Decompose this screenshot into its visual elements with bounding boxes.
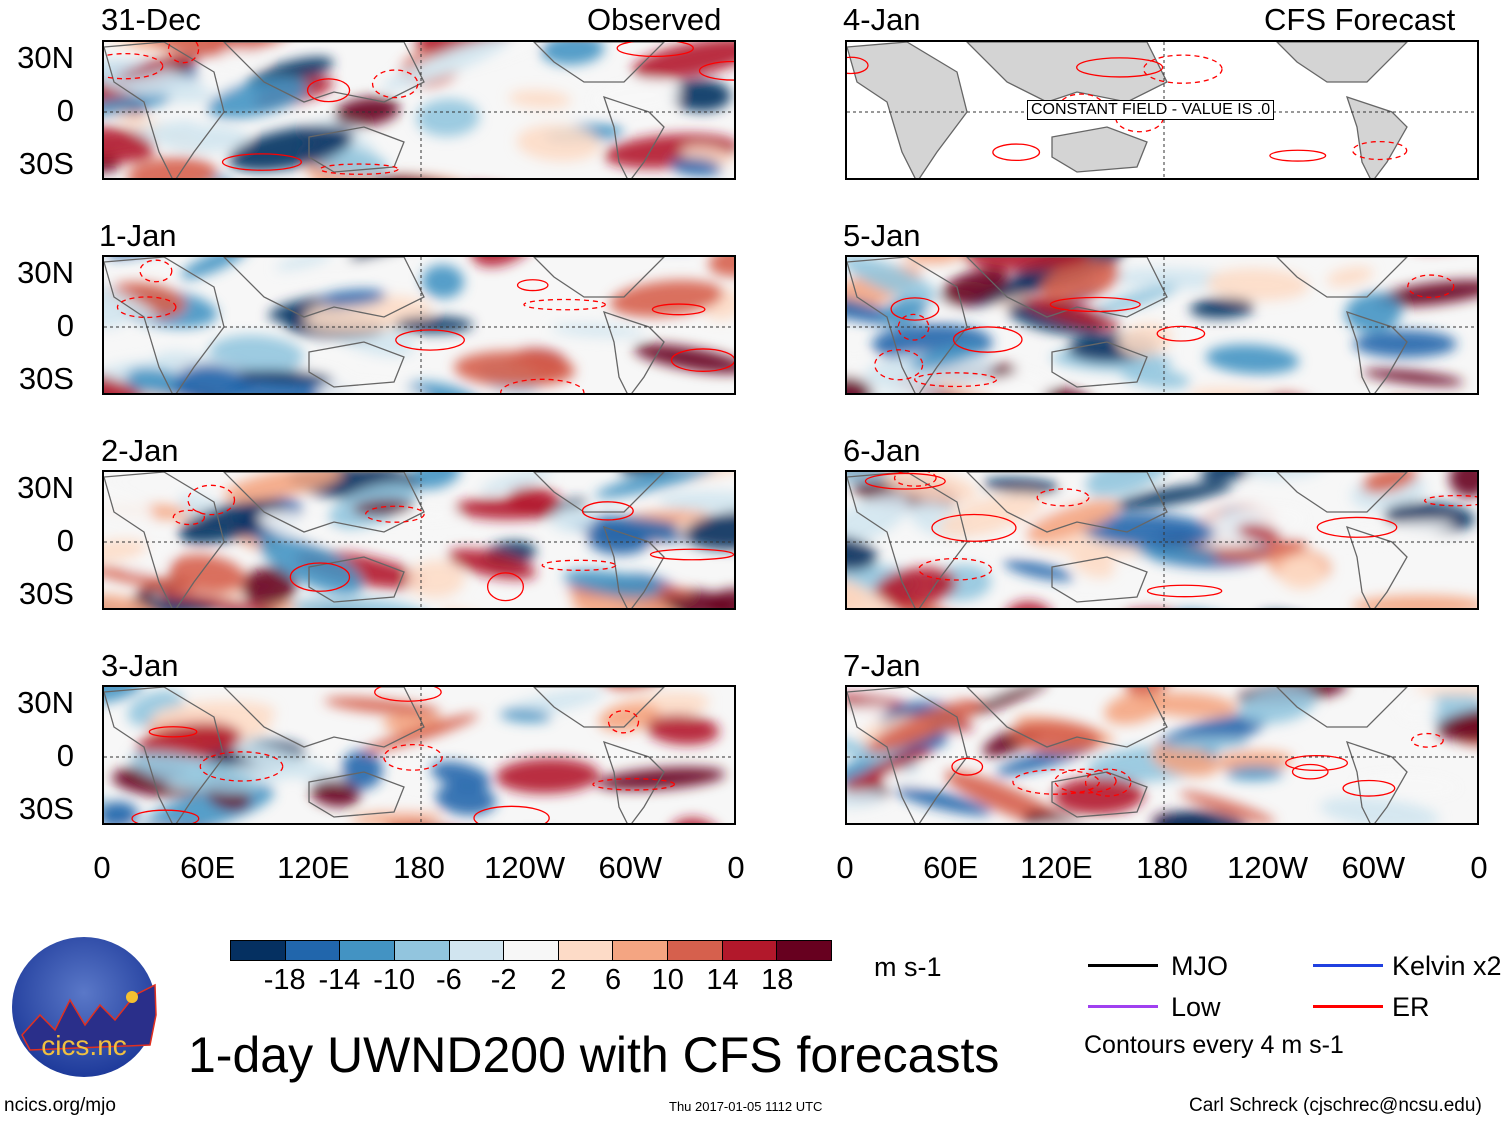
lat-label: 0 — [56, 523, 74, 558]
lon-label: 0 — [727, 850, 745, 885]
figure-title: 1-day UWND200 with CFS forecasts — [188, 1027, 1000, 1083]
colorbar-tick-label: -18 — [263, 964, 306, 996]
lon-label: 180 — [393, 850, 445, 885]
colorbar-swatch — [394, 941, 450, 960]
lat-label: 30S — [18, 361, 74, 396]
colorbar-tick-label: 18 — [761, 964, 794, 996]
footer-author: Carl Schreck (cjschrec@ncsu.edu) — [1189, 1095, 1482, 1116]
lon-label: 60W — [598, 850, 663, 885]
lon-label: 0 — [836, 850, 854, 885]
map-panel — [102, 470, 736, 610]
panel-date-label: 1-Jan — [99, 218, 177, 253]
legend-line-er — [1313, 1005, 1383, 1008]
panel-date-label: 2-Jan — [101, 433, 179, 468]
lat-label: 30N — [17, 470, 74, 505]
observed-label: Observed — [587, 2, 722, 37]
colorbar-tick-label: 14 — [706, 964, 739, 996]
colorbar-swatch — [613, 941, 669, 960]
colorbar-tick-label: 2 — [550, 964, 567, 996]
legend-label-er: ER — [1392, 992, 1430, 1022]
lon-label: 60E — [923, 850, 979, 885]
logo-text: cics.nc — [41, 1030, 127, 1061]
lat-label: 0 — [56, 308, 74, 343]
lon-label: 60W — [1341, 850, 1406, 885]
colorbar-tick-label: -14 — [318, 964, 361, 996]
panel-date-label: 5-Jan — [843, 218, 921, 253]
lon-label: 0 — [1470, 850, 1488, 885]
lon-label: 120E — [1020, 850, 1093, 885]
legend-line-low — [1088, 1005, 1158, 1008]
lat-label: 30N — [17, 255, 74, 290]
colorbar — [230, 940, 832, 961]
lat-label: 30S — [18, 576, 74, 611]
colorbar-swatch — [504, 941, 559, 960]
colorbar-swatch — [285, 941, 341, 960]
panel-date-label: 4-Jan — [843, 2, 921, 37]
map-panel — [102, 685, 736, 825]
colorbar-swatch — [449, 941, 505, 960]
lat-label: 0 — [56, 738, 74, 773]
lat-label: 30S — [18, 791, 74, 826]
colorbar-tick-label: -6 — [436, 964, 462, 996]
colorbar-swatch — [558, 941, 614, 960]
colorbar-tick-label: 10 — [651, 964, 684, 996]
colorbar-swatch — [231, 941, 286, 960]
legend-label-low: Low — [1171, 992, 1221, 1022]
panel-date-label: 3-Jan — [101, 648, 179, 683]
map-panel — [845, 255, 1479, 395]
lat-label: 30N — [17, 685, 74, 720]
colorbar-tick-label: -2 — [490, 964, 517, 996]
legend-label-kelvin: Kelvin x2 — [1392, 951, 1502, 981]
colorbar-swatch — [668, 941, 723, 960]
footer-timestamp: Thu 2017-01-05 1112 UTC — [669, 1099, 823, 1114]
lat-label: 30S — [18, 146, 74, 181]
lon-label: 120W — [484, 850, 566, 885]
colorbar-tick-label: 6 — [605, 964, 622, 996]
lon-label: 60E — [180, 850, 236, 885]
lon-label: 0 — [93, 850, 111, 885]
cics-logo: cics.nc — [12, 937, 157, 1077]
colorbar-tick-label: -10 — [373, 964, 416, 996]
map-panel — [102, 255, 736, 395]
lat-label: 30N — [17, 40, 74, 75]
colorbar-swatch — [777, 941, 832, 960]
lon-label: 120W — [1227, 850, 1309, 885]
lon-label: 120E — [277, 850, 350, 885]
map-panel — [102, 40, 736, 180]
legend-line-kelvin — [1313, 964, 1383, 967]
colorbar-swatch — [722, 941, 778, 960]
constant-field-note: CONSTANT FIELD - VALUE IS .0 — [1027, 100, 1275, 120]
lat-label: 0 — [56, 93, 74, 128]
legend-line-mjo — [1088, 964, 1158, 967]
colorbar-units: m s-1 — [874, 952, 942, 982]
panel-date-label: 7-Jan — [843, 648, 921, 683]
lon-label: 180 — [1136, 850, 1188, 885]
panel-date-label: 6-Jan — [843, 433, 921, 468]
legend-label-mjo: MJO — [1171, 951, 1228, 981]
contour-note: Contours every 4 m s-1 — [1084, 1031, 1344, 1059]
footer-url[interactable]: ncics.org/mjo — [4, 1095, 116, 1116]
map-panel — [845, 470, 1479, 610]
panel-date-label: 31-Dec — [101, 2, 201, 37]
forecast-label: CFS Forecast — [1264, 2, 1456, 37]
colorbar-swatch — [340, 941, 395, 960]
map-panel — [845, 685, 1479, 825]
